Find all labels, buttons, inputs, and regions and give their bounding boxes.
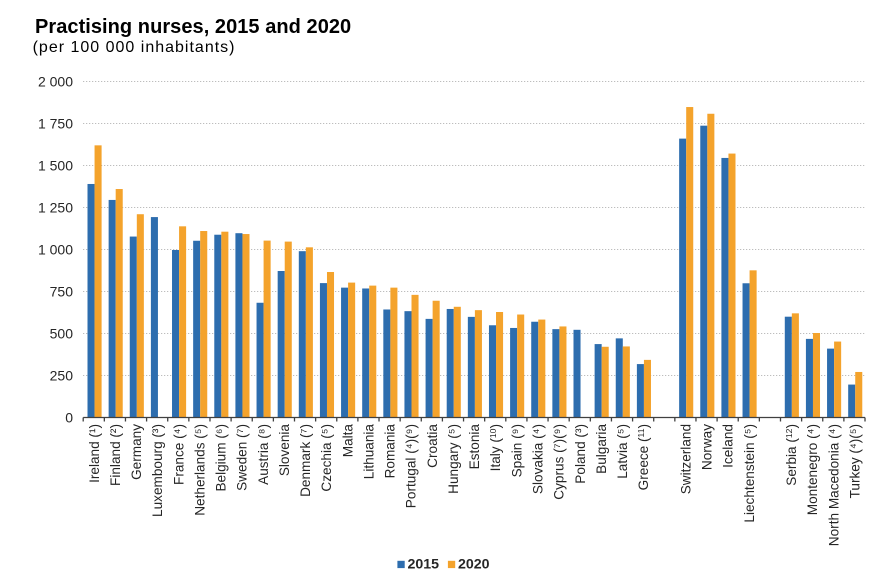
svg-text:0: 0 [65, 409, 73, 425]
svg-text:Portugal (⁴)(⁹): Portugal (⁴)(⁹) [404, 424, 419, 508]
svg-text:Croatia: Croatia [425, 424, 440, 468]
svg-text:Luxembourg (³): Luxembourg (³) [150, 424, 165, 517]
svg-text:Turkey (⁴)(⁵): Turkey (⁴)(⁵) [847, 424, 862, 498]
svg-text:Spain (⁹): Spain (⁹) [509, 424, 524, 477]
svg-text:2015: 2015 [408, 557, 440, 573]
svg-text:Slovakia (⁴): Slovakia (⁴) [531, 424, 546, 494]
svg-text:Romania: Romania [383, 424, 398, 479]
svg-text:Latvia (⁵): Latvia (⁵) [615, 424, 630, 479]
svg-text:Belgium (⁶): Belgium (⁶) [214, 424, 229, 492]
svg-text:1 500: 1 500 [38, 157, 73, 173]
svg-text:1 000: 1 000 [38, 241, 73, 257]
svg-text:1 750: 1 750 [38, 115, 73, 131]
svg-text:Greece (11​): Greece (11​) [636, 424, 651, 490]
svg-text:250: 250 [50, 367, 74, 383]
svg-text:1 250: 1 250 [38, 199, 73, 215]
svg-text:Switzerland: Switzerland [678, 424, 693, 494]
svg-text:North Macedonia (⁴): North Macedonia (⁴) [826, 424, 841, 546]
svg-text:2 000: 2 000 [38, 73, 73, 89]
svg-text:Hungary (⁵): Hungary (⁵) [446, 424, 461, 494]
svg-text:Montenegro (⁴): Montenegro (⁴) [805, 424, 820, 515]
svg-text:500: 500 [50, 325, 74, 341]
svg-text:Serbia (12​): Serbia (12​) [784, 424, 799, 486]
svg-text:Bulgaria: Bulgaria [594, 424, 609, 474]
svg-text:Ireland (¹): Ireland (¹) [87, 424, 102, 483]
svg-text:France (⁴): France (⁴) [171, 424, 186, 485]
svg-text:Netherlands (⁵): Netherlands (⁵) [192, 424, 207, 516]
svg-text:Germany: Germany [129, 424, 144, 480]
svg-text:2020: 2020 [458, 557, 490, 573]
svg-text:Finland (²): Finland (²) [108, 424, 123, 486]
svg-text:Poland (³): Poland (³) [573, 424, 588, 484]
svg-text:Denmark (⁷): Denmark (⁷) [298, 424, 313, 497]
svg-text:750: 750 [50, 283, 74, 299]
svg-text:Norway: Norway [700, 424, 715, 470]
svg-text:Lithuania: Lithuania [361, 424, 376, 480]
svg-text:Iceland: Iceland [721, 424, 736, 468]
svg-text:Estonia: Estonia [467, 424, 482, 470]
svg-text:Liechtenstein (⁵): Liechtenstein (⁵) [742, 424, 757, 523]
svg-text:Slovenia: Slovenia [277, 424, 292, 477]
svg-text:Sweden (⁷): Sweden (⁷) [235, 424, 250, 491]
svg-text:Czechia (⁵): Czechia (⁵) [319, 424, 334, 492]
svg-text:Cyprus (⁷)(⁹): Cyprus (⁷)(⁹) [552, 424, 567, 500]
svg-text:Malta: Malta [340, 424, 355, 458]
svg-text:Austria (⁸): Austria (⁸) [256, 424, 271, 485]
